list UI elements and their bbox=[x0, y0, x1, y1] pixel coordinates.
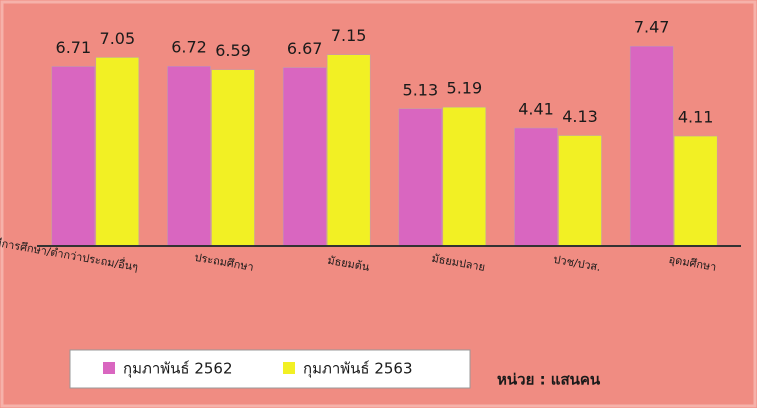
value-label: 6.67 bbox=[287, 39, 323, 58]
bar bbox=[167, 65, 211, 247]
bar bbox=[326, 54, 371, 247]
value-label: 5.13 bbox=[403, 80, 439, 99]
legend-swatch bbox=[283, 362, 295, 374]
bar bbox=[629, 45, 674, 247]
bar bbox=[673, 135, 718, 247]
value-label: 5.19 bbox=[447, 79, 483, 98]
legend-label: กุมภาพันธ์ 2563 bbox=[303, 360, 413, 379]
bar bbox=[398, 108, 443, 247]
legend-box bbox=[69, 349, 471, 389]
bar bbox=[211, 69, 255, 247]
value-label: 7.05 bbox=[100, 29, 136, 48]
value-label: 7.15 bbox=[331, 26, 367, 45]
value-label: 7.47 bbox=[634, 18, 670, 37]
unit-annotation: หน่วย : แสนคน bbox=[497, 371, 601, 389]
value-label: 6.72 bbox=[171, 38, 207, 57]
value-label: 4.13 bbox=[562, 107, 598, 126]
legend-swatch bbox=[103, 362, 115, 374]
value-label: 6.59 bbox=[215, 41, 251, 60]
value-label: 4.41 bbox=[518, 100, 554, 119]
bar bbox=[558, 135, 602, 247]
bar bbox=[442, 106, 487, 247]
bar bbox=[51, 66, 96, 247]
value-label: 6.71 bbox=[56, 38, 92, 57]
value-label: 4.11 bbox=[678, 108, 714, 127]
legend-label: กุมภาพันธ์ 2562 bbox=[123, 360, 233, 379]
bar bbox=[282, 67, 327, 247]
bar bbox=[95, 57, 140, 247]
bar bbox=[514, 127, 558, 247]
